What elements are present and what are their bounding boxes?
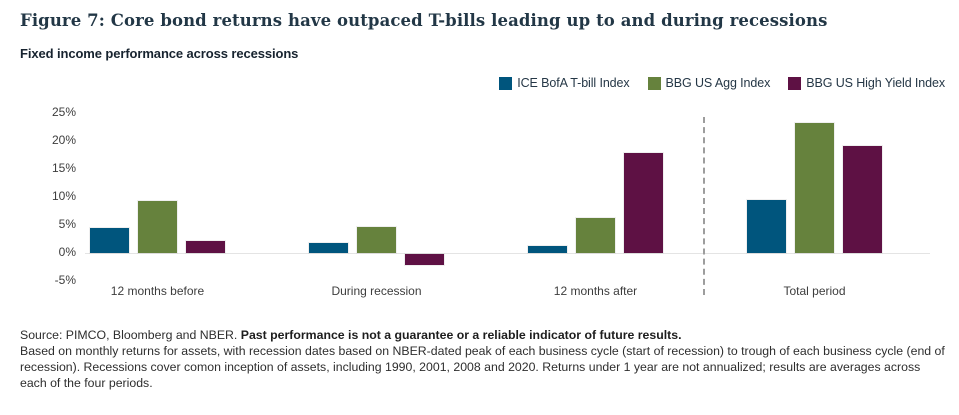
y-axis-tick-label: 20% xyxy=(51,133,76,147)
legend-item-ice-bofa-t-bill-index[interactable]: ICE BofA T-bill Index xyxy=(499,76,630,90)
y-axis-tick-label: -5% xyxy=(54,273,76,287)
legend-label: ICE BofA T-bill Index xyxy=(517,76,630,90)
footnote-body: Based on monthly returns for assets, wit… xyxy=(20,343,945,390)
bar-bbg-us-agg-index-during-recession xyxy=(357,227,396,253)
bar-bbg-us-agg-index-12-months-after xyxy=(576,217,615,253)
y-axis-tick-label: 10% xyxy=(51,189,76,203)
footnote-source: Source: PIMCO, Bloomberg and NBER. xyxy=(20,328,241,342)
y-axis-tick-label: 0% xyxy=(58,245,76,259)
bar-ice-bofa-t-bill-index-during-recession xyxy=(309,243,348,253)
legend-swatch-icon xyxy=(647,76,661,90)
bar-bbg-us-high-yield-index-12-months-after xyxy=(624,152,663,253)
bar-ice-bofa-t-bill-index-total-period xyxy=(747,199,786,253)
y-axis-tick-label: 5% xyxy=(58,217,76,231)
bar-ice-bofa-t-bill-index-12-months-before xyxy=(90,227,129,253)
legend-swatch-icon xyxy=(788,76,802,90)
footnote-disclaimer: Past performance is not a guarantee or a… xyxy=(240,328,682,342)
bar-bbg-us-high-yield-index-total-period xyxy=(843,146,882,253)
legend-item-bbg-us-high-yield-index[interactable]: BBG US High Yield Index xyxy=(788,76,945,90)
x-axis-line xyxy=(85,253,930,254)
legend-label: BBG US Agg Index xyxy=(665,76,771,90)
x-axis-category-label: Total period xyxy=(783,284,846,298)
footnote: Source: PIMCO, Bloomberg and NBER. Past … xyxy=(20,328,947,392)
chart-subtitle: Fixed income performance across recessio… xyxy=(20,46,299,61)
bar-bbg-us-agg-index-12-months-before xyxy=(138,201,177,253)
x-axis-category-label: 12 months after xyxy=(553,284,638,298)
bar-bbg-us-high-yield-index-12-months-before xyxy=(186,240,225,253)
total-period-divider xyxy=(703,117,705,295)
legend-item-bbg-us-agg-index[interactable]: BBG US Agg Index xyxy=(647,76,771,90)
y-axis-tick-label: 25% xyxy=(51,105,76,119)
x-axis-category-label: 12 months before xyxy=(110,284,205,298)
x-axis-category-label: During recession xyxy=(331,284,422,298)
bar-ice-bofa-t-bill-index-12-months-after xyxy=(528,245,567,253)
legend-label: BBG US High Yield Index xyxy=(806,76,945,90)
y-axis-tick-label: 15% xyxy=(51,161,76,175)
figure-title: Figure 7: Core bond returns have outpace… xyxy=(20,11,828,30)
bar-bbg-us-high-yield-index-during-recession xyxy=(405,254,444,266)
legend-swatch-icon xyxy=(499,76,513,90)
chart-legend: ICE BofA T-bill Index BBG US Agg Index BBG… xyxy=(499,76,945,90)
bar-bbg-us-agg-index-total-period xyxy=(795,122,834,253)
